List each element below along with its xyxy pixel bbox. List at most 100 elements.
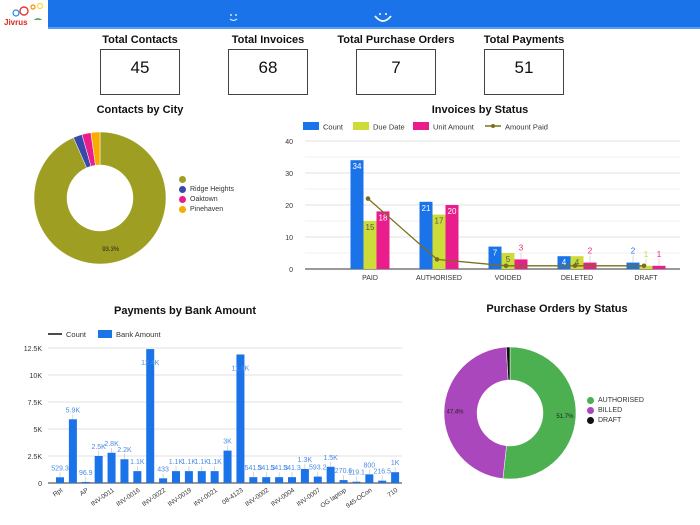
x-tick-label: 710 — [386, 487, 399, 499]
face-icon-small[interactable] — [228, 12, 240, 24]
data-label: 529.3 — [51, 465, 69, 472]
data-label: 1.3K — [298, 457, 313, 464]
data-label: 2.2K — [117, 447, 132, 454]
data-label: 541.3 — [283, 465, 301, 472]
legend-swatch — [179, 176, 186, 183]
kpi-label: Total Purchase Orders — [337, 34, 455, 46]
bar-unit-amount — [652, 265, 666, 269]
legend-item[interactable]: Pinehaven — [179, 206, 223, 213]
bar-bank-amount — [107, 452, 116, 483]
legend-label: Bank Amount — [116, 330, 162, 339]
legend-item[interactable]: AUTHORISED — [587, 397, 644, 404]
x-tick-label: AP — [79, 487, 90, 498]
invoices-by-status-chart: Count Due Date Unit Amount Amount Paid 0 10 20… — [285, 122, 680, 282]
bar-due-date — [363, 221, 377, 269]
bar-bank-amount — [236, 354, 245, 483]
y-tick-label: 10 — [285, 235, 293, 242]
legend-swatch — [353, 122, 369, 130]
legend-item[interactable]: Oaktown — [179, 196, 218, 203]
bar-due-date — [432, 214, 446, 269]
logo-text: Jivrus — [4, 18, 28, 27]
kpi-total-contacts: Total Contacts 45 — [100, 34, 180, 95]
legend-swatch — [587, 407, 594, 414]
data-label: 34 — [353, 162, 362, 171]
bar-unit-amount — [445, 205, 459, 269]
data-label: 541.3 — [257, 465, 275, 472]
y-tick-label: 0 — [38, 481, 42, 488]
slice-draft — [506, 346, 511, 381]
kpi-value: 68 — [228, 49, 308, 95]
legend-item[interactable]: DRAFT — [587, 417, 621, 424]
invoices-legend: Count Due Date Unit Amount Amount Paid — [303, 122, 548, 132]
jivrus-logo[interactable]: Jivrus — [2, 2, 46, 30]
contacts-by-city-chart: 93.3% — [33, 131, 167, 265]
slice-label: 93.3% — [102, 247, 120, 253]
data-label: 1.5K — [323, 455, 338, 462]
bar-unit-amount — [376, 211, 390, 269]
data-label: 1.1K — [182, 459, 197, 466]
x-tick-label: OG laptop — [319, 487, 348, 510]
legend-label: Pinehaven — [190, 206, 224, 213]
data-label: 1 — [657, 250, 662, 259]
data-label: 17 — [435, 217, 444, 226]
data-label: 96.9 — [79, 470, 93, 477]
bar-bank-amount — [391, 472, 400, 483]
legend-item[interactable] — [179, 176, 190, 183]
line-point — [503, 263, 509, 269]
data-label: 18 — [379, 213, 388, 222]
legend-marker — [491, 124, 495, 128]
data-label: 12.4K — [141, 360, 160, 367]
legend-swatch — [413, 122, 429, 130]
bar-bank-amount — [365, 474, 374, 483]
bar-bank-amount — [172, 471, 180, 483]
bar-bank-amount — [56, 477, 64, 483]
data-label: 4 — [575, 258, 580, 267]
y-tick-label: 30 — [285, 171, 293, 178]
kpi-value: 51 — [484, 49, 564, 95]
data-label: 5 — [506, 255, 511, 264]
legend-item[interactable]: Ridge Heights — [179, 186, 234, 193]
data-label: 541.3 — [270, 465, 288, 472]
legend-item[interactable]: BILLED — [587, 407, 622, 414]
bar-bank-amount — [146, 349, 155, 483]
bar-bank-amount — [81, 481, 90, 483]
data-label: 5.9K — [66, 407, 81, 414]
bar-bank-amount — [184, 471, 193, 483]
bar-bank-amount — [94, 456, 103, 483]
x-tick-label: INV-0016 — [115, 487, 142, 508]
data-label: 541.3 — [245, 465, 263, 472]
slice-billed — [443, 346, 509, 479]
bar-bank-amount — [275, 477, 284, 483]
x-tick-label: INV-0007 — [296, 487, 323, 508]
smile-icon[interactable] — [373, 12, 393, 24]
bar-bank-amount — [120, 459, 129, 483]
kpi-label: Total Payments — [483, 34, 565, 46]
data-label: 1 — [644, 250, 649, 259]
x-tick-label: INV-0021 — [193, 487, 220, 508]
y-tick-label: 5K — [33, 427, 42, 434]
bar-bank-amount — [262, 477, 271, 483]
x-tick-label: INV-0019 — [167, 487, 194, 508]
x-tick-label: Rpt — [52, 487, 64, 499]
bar-bank-amount — [68, 419, 77, 483]
data-label: 1.1K — [207, 459, 222, 466]
legend-swatch — [179, 196, 186, 203]
data-label: 2 — [631, 247, 636, 256]
y-tick-label: 7.5K — [28, 400, 43, 407]
data-label: 1.1K — [195, 459, 210, 466]
data-label: 270.6 — [335, 468, 353, 475]
data-label: 1.1K — [130, 459, 145, 466]
slice-blank — [33, 131, 167, 265]
payments-by-bank-title: Payments by Bank Amount — [113, 305, 256, 317]
data-label: 20 — [448, 207, 457, 216]
bar-bank-amount — [378, 480, 387, 483]
legend-swatch — [587, 417, 594, 424]
kpi-value: 7 — [356, 49, 436, 95]
x-tick-label: AUTHORISED — [416, 275, 462, 282]
kpi-value: 45 — [100, 49, 180, 95]
legend-label: AUTHORISED — [598, 397, 644, 404]
line-point — [572, 263, 578, 269]
bar-bank-amount — [210, 471, 219, 483]
top-bar: Jivrus — [0, 0, 700, 31]
line-point — [641, 263, 647, 269]
